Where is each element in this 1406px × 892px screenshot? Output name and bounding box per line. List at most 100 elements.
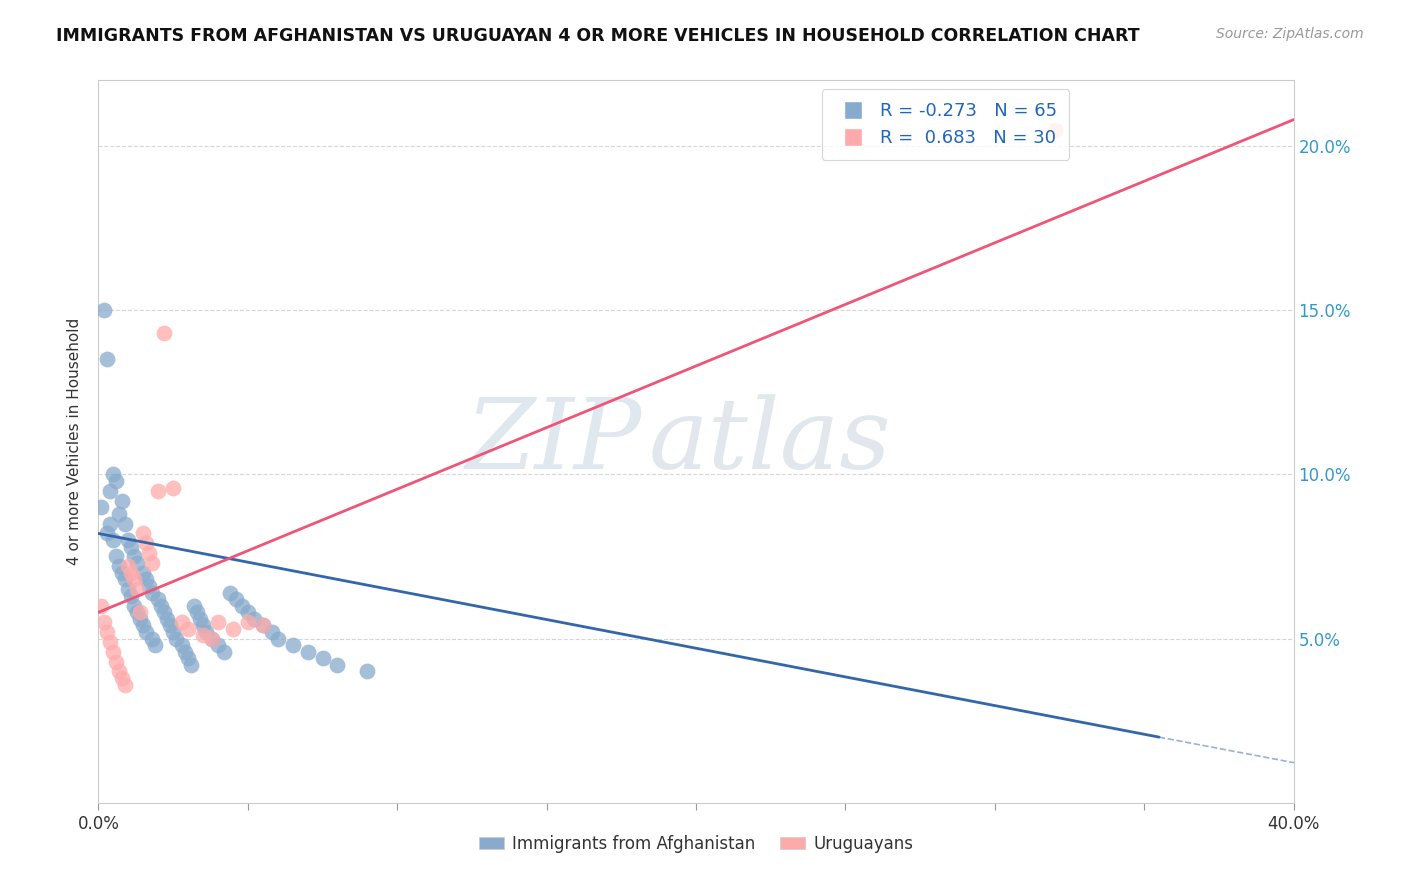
Point: [114, 516, 136, 531]
Point: [141, 556, 163, 570]
Point: [180, 657, 202, 672]
Point: [195, 625, 218, 640]
Point: [90, 599, 112, 613]
Point: [138, 579, 160, 593]
Point: [191, 628, 214, 642]
Point: [153, 326, 176, 340]
Point: [111, 566, 134, 580]
Point: [260, 625, 283, 640]
Text: atlas: atlas: [648, 394, 891, 489]
Point: [148, 592, 170, 607]
Point: [201, 632, 224, 646]
Point: [212, 645, 235, 659]
Point: [297, 645, 319, 659]
Point: [201, 632, 224, 646]
Point: [127, 605, 149, 619]
Point: [117, 582, 139, 597]
Point: [191, 618, 214, 632]
Point: [162, 625, 184, 640]
Point: [111, 493, 134, 508]
Point: [1043, 122, 1066, 136]
Text: IMMIGRANTS FROM AFGHANISTAN VS URUGUAYAN 4 OR MORE VEHICLES IN HOUSEHOLD CORRELA: IMMIGRANTS FROM AFGHANISTAN VS URUGUAYAN…: [56, 27, 1140, 45]
Point: [96, 526, 118, 541]
Text: Source: ZipAtlas.com: Source: ZipAtlas.com: [1216, 27, 1364, 41]
Point: [120, 566, 142, 580]
Point: [243, 612, 266, 626]
Point: [356, 665, 378, 679]
Point: [124, 549, 146, 564]
Point: [138, 546, 160, 560]
Point: [150, 599, 173, 613]
Point: [222, 622, 245, 636]
Point: [281, 638, 304, 652]
Point: [124, 573, 146, 587]
Point: [172, 638, 194, 652]
Point: [165, 632, 187, 646]
Point: [177, 651, 200, 665]
Point: [132, 566, 155, 580]
Y-axis label: 4 or more Vehicles in Household: 4 or more Vehicles in Household: [67, 318, 83, 566]
Point: [108, 507, 131, 521]
Point: [114, 677, 136, 691]
Point: [103, 533, 125, 547]
Point: [141, 585, 163, 599]
Point: [207, 615, 229, 630]
Point: [135, 625, 157, 640]
Point: [225, 592, 247, 607]
Point: [105, 474, 128, 488]
Point: [105, 549, 128, 564]
Point: [141, 632, 163, 646]
Point: [103, 467, 125, 482]
Point: [207, 638, 229, 652]
Point: [90, 500, 112, 515]
Point: [127, 556, 149, 570]
Point: [159, 618, 181, 632]
Point: [103, 645, 125, 659]
Point: [93, 303, 115, 318]
Point: [114, 573, 136, 587]
Legend: Immigrants from Afghanistan, Uruguayans: Immigrants from Afghanistan, Uruguayans: [472, 828, 920, 860]
Point: [156, 612, 179, 626]
Point: [124, 599, 146, 613]
Point: [129, 612, 152, 626]
Point: [252, 618, 274, 632]
Point: [108, 559, 131, 574]
Point: [98, 635, 122, 649]
Point: [120, 540, 142, 554]
Point: [162, 481, 184, 495]
Point: [267, 632, 290, 646]
Point: [143, 638, 166, 652]
Point: [96, 625, 118, 640]
Point: [132, 618, 155, 632]
Point: [93, 615, 115, 630]
Point: [98, 516, 122, 531]
Point: [172, 615, 194, 630]
Point: [120, 589, 142, 603]
Point: [135, 573, 157, 587]
Point: [105, 655, 128, 669]
Point: [96, 352, 118, 367]
Point: [326, 657, 349, 672]
Point: [117, 559, 139, 574]
Point: [98, 483, 122, 498]
Point: [135, 536, 157, 550]
Point: [129, 605, 152, 619]
Point: [219, 585, 242, 599]
Point: [153, 605, 176, 619]
Point: [132, 526, 155, 541]
Point: [183, 599, 205, 613]
Point: [127, 582, 149, 597]
Point: [111, 671, 134, 685]
Point: [108, 665, 131, 679]
Point: [188, 612, 211, 626]
Point: [236, 615, 259, 630]
Point: [117, 533, 139, 547]
Point: [311, 651, 333, 665]
Point: [174, 645, 197, 659]
Point: [186, 605, 208, 619]
Point: [231, 599, 253, 613]
Point: [236, 605, 259, 619]
Point: [252, 618, 274, 632]
Text: ZIP: ZIP: [465, 394, 643, 489]
Point: [148, 483, 170, 498]
